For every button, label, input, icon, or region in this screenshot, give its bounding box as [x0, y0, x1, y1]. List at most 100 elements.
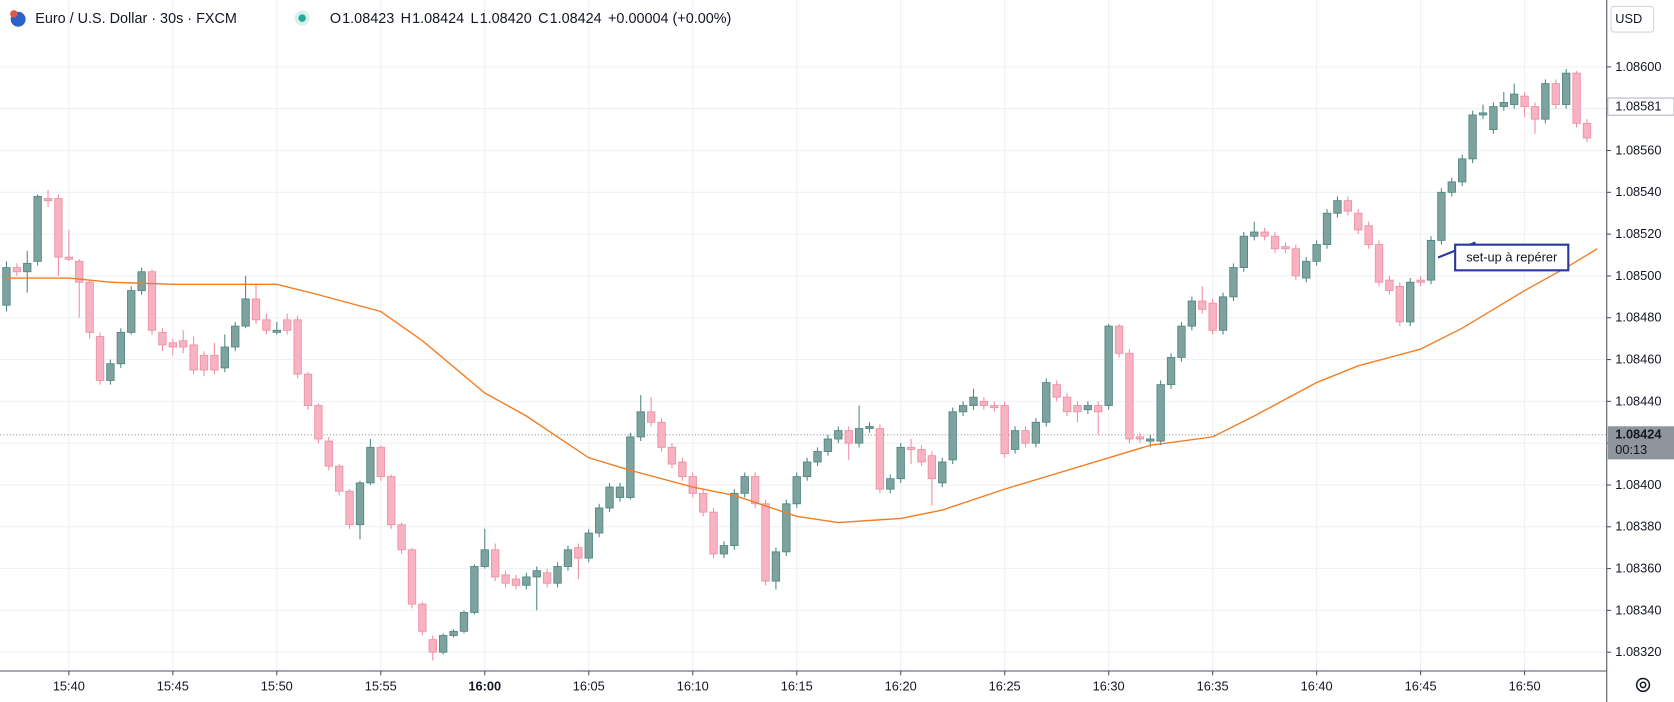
- candle-body: [1073, 405, 1082, 413]
- candle-body: [1343, 200, 1352, 212]
- y-tick-label: 1.08560: [1615, 142, 1661, 157]
- candle-body: [1166, 357, 1176, 386]
- candle-body: [210, 354, 219, 371]
- ohlc-label: H: [401, 11, 411, 27]
- candle-body: [584, 532, 593, 559]
- currency-label: USD: [1615, 11, 1642, 26]
- ohlc-label: L: [471, 11, 479, 27]
- candle-body: [1281, 246, 1290, 250]
- candle-body: [1322, 212, 1332, 246]
- candle-body: [1364, 225, 1373, 246]
- candle-body: [283, 319, 292, 331]
- candle-body: [906, 446, 916, 450]
- candle-body: [418, 603, 427, 632]
- candle-body: [927, 455, 937, 480]
- candle-body: [834, 430, 843, 440]
- candle-body: [116, 331, 125, 365]
- annotation-box[interactable]: [1454, 243, 1570, 272]
- candle-body: [1094, 405, 1103, 413]
- candle-body: [147, 271, 157, 331]
- ohlc-value: 1.08423: [342, 11, 394, 27]
- gear-inner: [1639, 681, 1647, 689]
- candle-body: [345, 490, 354, 526]
- candle-body: [844, 430, 853, 444]
- candle-body: [657, 421, 666, 448]
- candle-body: [730, 492, 739, 547]
- candle-body: [1468, 114, 1477, 160]
- candle-body: [1125, 352, 1134, 440]
- axes: 1.08320 1.08340 1.08360 1.08380 1.08400 1.084…: [53, 59, 1674, 693]
- candle-body: [1104, 325, 1113, 406]
- x-tick-label: 16:45: [1405, 678, 1437, 693]
- candle-body: [1260, 231, 1269, 237]
- candle-body: [1562, 72, 1571, 105]
- ohlc-value: 1.08424: [550, 11, 602, 27]
- price-label: 1.08581: [1615, 99, 1661, 114]
- candle-body: [54, 198, 63, 258]
- candle-body: [792, 476, 801, 505]
- candle-body: [1374, 244, 1384, 283]
- candle-body: [335, 465, 344, 492]
- countdown-label: 00:13: [1615, 442, 1647, 457]
- candle-body: [875, 428, 885, 490]
- symbol-icon-flag: [10, 10, 18, 18]
- candle-body: [231, 325, 240, 348]
- candle-body: [1354, 212, 1363, 231]
- x-tick-label: 16:10: [677, 678, 709, 693]
- settings-icon[interactable]: [1635, 677, 1651, 693]
- candle-body: [1198, 300, 1207, 310]
- y-tick-label: 1.08400: [1615, 477, 1661, 492]
- candle-body: [1406, 281, 1415, 323]
- candle-body: [220, 346, 229, 369]
- candle-body: [1239, 235, 1249, 268]
- candle-body: [428, 639, 437, 653]
- candle-body: [1551, 83, 1560, 105]
- x-tick-label: 16:15: [781, 678, 813, 693]
- x-tick-label: 15:50: [261, 678, 293, 693]
- gear-outer: [1635, 677, 1651, 693]
- grid: [0, 0, 1607, 672]
- candle-body: [886, 478, 895, 490]
- x-tick-label: 15:45: [157, 678, 189, 693]
- candle-body: [1426, 239, 1436, 281]
- x-tick-label: 15:55: [365, 678, 397, 693]
- candle-body: [938, 461, 947, 484]
- candle-body: [2, 267, 11, 306]
- y-tick-label: 1.08340: [1615, 602, 1661, 617]
- candle-body: [1510, 93, 1519, 105]
- candle-body: [917, 449, 926, 463]
- candle-body: [1458, 158, 1467, 183]
- candle-body: [1042, 382, 1051, 423]
- candle-body: [782, 503, 791, 553]
- candle-body: [1437, 191, 1446, 241]
- candle-body: [43, 198, 53, 202]
- y-tick-label: 1.08540: [1615, 184, 1661, 199]
- candle-body: [563, 549, 573, 567]
- candle-body: [1146, 438, 1155, 442]
- candle-body: [948, 411, 957, 461]
- x-tick-label: 16:40: [1301, 678, 1333, 693]
- candle-body: [1208, 302, 1217, 331]
- candle-body: [1000, 405, 1009, 455]
- y-tick-label: 1.08360: [1615, 561, 1661, 576]
- x-tick-label: 16:25: [989, 678, 1021, 693]
- y-tick-label: 1.08480: [1615, 310, 1661, 325]
- candle-body: [75, 260, 84, 283]
- candle-body: [678, 461, 687, 478]
- x-tick-label: 16:05: [573, 678, 605, 693]
- candle-body: [33, 196, 42, 262]
- currency-button[interactable]: [1610, 5, 1655, 33]
- annotation-text: set-up à repérer: [1466, 249, 1558, 264]
- candle-body: [1582, 122, 1592, 139]
- candle-body: [64, 256, 74, 260]
- candle-body: [761, 503, 770, 582]
- candle-body: [272, 329, 281, 333]
- candle-body: [802, 461, 812, 478]
- candle-body: [85, 281, 94, 333]
- candle-body: [709, 511, 718, 555]
- candle-body: [127, 290, 136, 333]
- candle-body: [387, 476, 396, 526]
